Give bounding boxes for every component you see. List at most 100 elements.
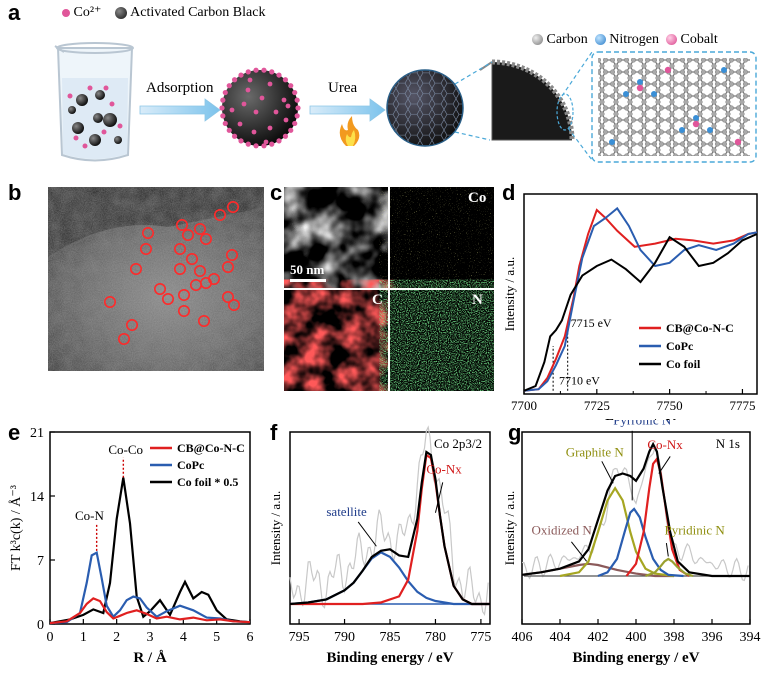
- atom-marker-circle: [228, 299, 241, 312]
- y-axis-label: Intensity / a.u.: [502, 257, 517, 331]
- series-line-raw: [289, 425, 489, 616]
- cobalt-dot: [231, 77, 238, 83]
- cobalt-dot: [251, 129, 257, 135]
- atom-marker-circle: [200, 277, 213, 290]
- carbon-black-icon: [115, 6, 128, 19]
- x-tick-label: 5: [213, 630, 220, 645]
- annotation-co-co: Co-Co: [108, 442, 143, 457]
- cobalt-dot: [282, 133, 289, 139]
- panel-d-xanes-chart: 7700 7725 7750 7775 Energy / eV Intensity / a…: [502, 193, 758, 420]
- nc-lattice-icon: [591, 51, 757, 163]
- legend-label: Co foil: [666, 357, 701, 371]
- atom-marker-circle: [214, 208, 227, 221]
- atom-marker-circle: [142, 226, 155, 239]
- cobalt-dot: [245, 141, 251, 147]
- x-tick-label: 795: [289, 630, 310, 645]
- adsorption-arrow-icon: [139, 98, 221, 122]
- cobalt-dot: [295, 105, 301, 111]
- annotation-co-nx: Co-Nx: [647, 437, 683, 452]
- cobalt-dot: [288, 127, 294, 133]
- y-axis-label: FT k³c(k) / Å⁻³: [8, 485, 24, 571]
- scalebar-label: 50 nm: [290, 262, 325, 277]
- series-line-cb-co-n-c: [49, 597, 251, 625]
- panel-a-legend-right: Carbon Nitrogen Cobalt: [532, 32, 718, 48]
- atom-marker-circle: [182, 228, 195, 241]
- legend-label: CB@Co-N-C: [666, 321, 734, 335]
- cobalt-dot: [282, 77, 289, 83]
- cobalt-dot: [253, 109, 259, 115]
- cobalt-dot: [281, 97, 287, 103]
- y-tick-label: 21: [30, 426, 44, 441]
- series-line-copc: [523, 206, 758, 392]
- x-tick-label: 3: [147, 630, 154, 645]
- y-tick-label: 0: [37, 618, 44, 633]
- cobalt-dot: [273, 109, 279, 115]
- panel-label-b: b: [8, 180, 22, 205]
- nitrogen-atom-icon: [594, 34, 606, 46]
- annotation-co2p: Co 2p3/2: [434, 436, 482, 451]
- cobalt-dot: [267, 125, 273, 131]
- cobalt-dot: [276, 138, 282, 144]
- x-tick-label: 7700: [511, 398, 537, 413]
- atom-marker-circle: [186, 253, 199, 266]
- panel-label-a: a: [8, 0, 21, 25]
- atom-marker-circle: [162, 293, 175, 306]
- cobalt-dot: [229, 107, 235, 113]
- cobalt-dot: [294, 113, 300, 119]
- x-tick-label: 780: [425, 630, 446, 645]
- cobalt-dot: [222, 120, 228, 127]
- annotation-graphite-n: Graphite N: [566, 444, 625, 459]
- annotation-pyrrollic-n: Pyrrollic N: [613, 420, 672, 428]
- atom-marker-circle: [198, 315, 211, 328]
- cobalt-dot: [226, 83, 232, 89]
- x-tick-label: 402: [588, 630, 609, 645]
- atom-marker-circle: [227, 201, 240, 213]
- cobalt-dot: [245, 87, 251, 93]
- step-urea-label: Urea: [328, 80, 358, 96]
- atom-marker-circle: [174, 263, 187, 276]
- cobalt-dot: [226, 127, 232, 133]
- cross-section-icon: [479, 59, 575, 141]
- legend-cobalt: Cobalt: [680, 32, 718, 47]
- urea-arrow-icon: [309, 98, 386, 122]
- atom-marker-circle: [178, 289, 191, 302]
- x-tick-label: 4: [180, 630, 187, 645]
- y-axis-label: Intensity / a.u.: [502, 491, 517, 565]
- cobalt-dot: [220, 113, 226, 119]
- cobalt-dot: [259, 95, 265, 101]
- cobalt-dot: [238, 138, 244, 144]
- x-tick-label: 406: [512, 630, 533, 645]
- satellite-arrow: [357, 521, 377, 547]
- co-nx-arrow: [658, 456, 671, 474]
- single-atom-markers: [103, 201, 241, 346]
- cobalt-ion-icon: [62, 8, 70, 17]
- annotation-pyridinic-n: Pyridinic N: [665, 523, 726, 538]
- annotation-co-n: Co-N: [75, 508, 105, 523]
- panel-c-eds-maps: [284, 187, 494, 391]
- graphite-arrow: [601, 461, 614, 484]
- panel-label-g: g: [508, 420, 522, 445]
- panel-label-d: d: [502, 180, 516, 205]
- series-line-pyridinic-n: [645, 557, 694, 578]
- atom-marker-circle: [176, 218, 189, 231]
- x-tick-label: 785: [380, 630, 401, 645]
- step-adsorption-label: Adsorption: [146, 80, 214, 96]
- cobalt-dot: [276, 72, 282, 78]
- beaker-icon: [54, 42, 134, 162]
- carbon-atom-icon: [532, 34, 543, 46]
- scale-bar: [290, 279, 326, 282]
- cobalt-dot: [231, 133, 238, 139]
- cobalt-dot: [283, 117, 289, 123]
- panel-a-schematic: [54, 42, 757, 163]
- annotation-satellite: satellite: [326, 504, 367, 519]
- series-line-envelope: [289, 450, 490, 606]
- panel-f-co2p-chart: 795 790 785 780 775 Binding energy / eV Intens…: [268, 425, 491, 666]
- legend-label: CoPc: [666, 339, 694, 353]
- cobalt-dots-icon: [219, 67, 301, 149]
- atom-marker-circle: [194, 265, 207, 278]
- oxidized-arrow: [571, 541, 587, 562]
- map-label-n: N: [472, 292, 483, 308]
- plot-frame: [523, 193, 758, 395]
- atom-marker-circle: [103, 296, 116, 309]
- x-axis-label: R / Å: [133, 650, 167, 666]
